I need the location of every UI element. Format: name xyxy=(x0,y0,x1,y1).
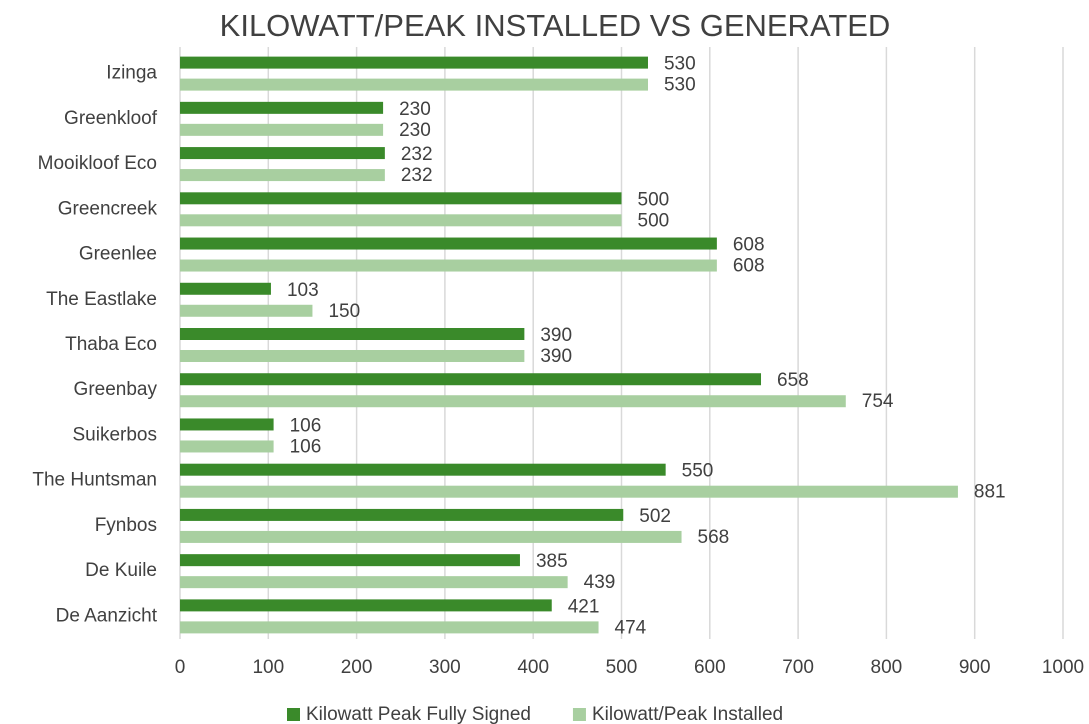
data-label: 106 xyxy=(290,436,322,457)
legend-label: Kilowatt Peak Fully Signed xyxy=(306,704,531,724)
data-label: 500 xyxy=(638,189,670,210)
bar xyxy=(180,237,717,250)
data-label: 390 xyxy=(540,325,572,346)
data-label: 232 xyxy=(401,144,433,165)
y-tick-label: The Eastlake xyxy=(46,289,157,310)
x-tick-label: 700 xyxy=(782,657,814,678)
bar xyxy=(180,373,762,386)
x-tick-label: 0 xyxy=(175,657,186,678)
y-tick-label: Thaba Eco xyxy=(65,334,157,355)
chart-title: KILOWATT/PEAK INSTALLED VS GENERATED xyxy=(220,8,891,43)
data-label: 232 xyxy=(401,165,433,186)
x-tick-label: 100 xyxy=(252,657,284,678)
data-label: 150 xyxy=(328,301,360,322)
data-label: 106 xyxy=(290,415,322,436)
x-tick-label: 1000 xyxy=(1042,657,1084,678)
y-tick-label: De Aanzicht xyxy=(56,605,158,626)
bar xyxy=(180,530,682,543)
bar xyxy=(180,463,666,476)
y-tick-label: Greenlee xyxy=(79,244,157,265)
data-label: 881 xyxy=(974,482,1006,503)
data-label: 500 xyxy=(638,210,670,231)
bar xyxy=(180,101,384,114)
x-tick-label: 900 xyxy=(959,657,991,678)
legend-swatch xyxy=(287,708,300,721)
data-label: 230 xyxy=(399,120,431,141)
bar xyxy=(180,508,624,521)
legend-label: Kilowatt/Peak Installed xyxy=(592,704,783,724)
bar xyxy=(180,78,648,91)
bar xyxy=(180,350,525,362)
data-label: 474 xyxy=(615,617,647,638)
y-tick-label: Greenkloof xyxy=(64,108,158,129)
bar xyxy=(180,599,552,612)
bar xyxy=(180,169,385,182)
y-tick-label: Mooikloof Eco xyxy=(38,153,157,174)
y-tick-label: De Kuile xyxy=(85,560,157,581)
bar xyxy=(180,147,385,160)
x-tick-label: 800 xyxy=(871,657,903,678)
x-tick-label: 500 xyxy=(606,657,638,678)
data-label: 608 xyxy=(733,235,765,256)
bar xyxy=(180,304,313,317)
bar xyxy=(180,440,274,453)
data-label: 421 xyxy=(568,596,600,617)
legend-swatch xyxy=(572,708,586,721)
data-label: 439 xyxy=(584,572,616,593)
bar xyxy=(180,123,384,136)
bar xyxy=(180,418,274,431)
y-tick-label: Izinga xyxy=(106,63,157,84)
bar xyxy=(180,395,846,408)
bar xyxy=(180,576,568,589)
bar xyxy=(180,621,599,634)
bar xyxy=(180,192,622,205)
bar xyxy=(180,282,271,295)
data-label: 502 xyxy=(639,506,671,527)
bar xyxy=(180,485,958,498)
data-label: 550 xyxy=(682,461,714,482)
data-label: 385 xyxy=(536,551,568,572)
y-tick-label: Greencreek xyxy=(58,198,158,219)
y-tick-label: The Huntsman xyxy=(32,470,157,491)
y-tick-label: Greenbay xyxy=(74,379,158,400)
data-label: 568 xyxy=(698,527,730,548)
data-label: 103 xyxy=(287,280,319,301)
data-label: 754 xyxy=(862,391,894,412)
data-label: 390 xyxy=(540,346,572,367)
data-label: 608 xyxy=(733,256,765,277)
x-tick-label: 600 xyxy=(694,657,726,678)
bar xyxy=(180,554,520,567)
data-label: 530 xyxy=(664,75,696,96)
bar xyxy=(180,56,648,69)
bar xyxy=(180,259,717,272)
data-label: 658 xyxy=(777,370,809,391)
y-tick-label: Fynbos xyxy=(95,515,157,536)
data-label: 530 xyxy=(664,54,696,75)
x-tick-label: 400 xyxy=(517,657,549,678)
data-label: 230 xyxy=(399,99,431,120)
y-tick-label: Suikerbos xyxy=(73,424,158,445)
bar xyxy=(180,328,525,340)
x-tick-label: 200 xyxy=(341,657,373,678)
x-tick-label: 300 xyxy=(429,657,461,678)
bar xyxy=(180,214,622,227)
